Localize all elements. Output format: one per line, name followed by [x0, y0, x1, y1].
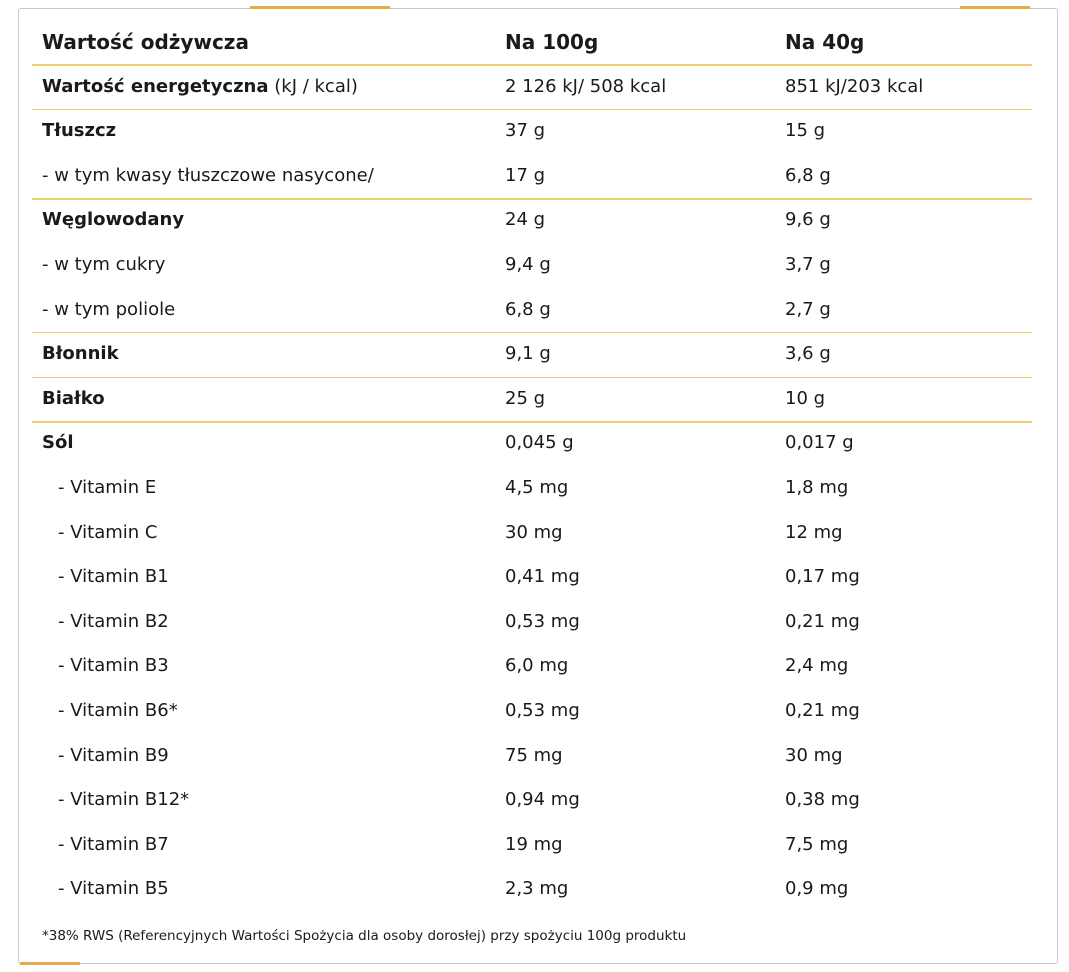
value-cell: 0,53 mg — [505, 610, 580, 632]
row-label: Węglowodany — [42, 208, 184, 232]
label-text: - Vitamin B12* — [58, 789, 190, 811]
value-cell: 24 g — [505, 209, 546, 231]
header-cell: Wartość odżywcza — [42, 30, 249, 54]
row-label: Białko — [42, 387, 105, 411]
row-label: - Vitamin B9 — [58, 744, 169, 768]
label-text: Białko — [42, 387, 105, 409]
unit-text: (kJ / kcal) — [274, 75, 358, 97]
footnote: *38% RWS (Referencyjnych Wartości Spożyc… — [42, 928, 687, 944]
label-text: - Vitamin B1 — [58, 566, 169, 588]
row-label: - Vitamin B7 — [58, 833, 169, 857]
value-cell: 6,8 g — [505, 298, 551, 320]
separator — [32, 421, 1032, 423]
value-cell: 851 kJ/203 kcal — [785, 75, 924, 97]
row-label: - Vitamin B1 — [58, 565, 169, 589]
value-cell: 3,6 g — [785, 343, 831, 365]
row-label: - Vitamin E — [58, 476, 156, 500]
label-text: - Vitamin B5 — [58, 878, 169, 900]
value-cell: 37 g — [505, 120, 546, 142]
row-label: - w tym poliole — [42, 298, 175, 322]
value-cell: 12 mg — [785, 521, 843, 543]
value-cell: 75 mg — [505, 744, 563, 766]
value-cell: 2 126 kJ/ 508 kcal — [505, 75, 667, 97]
header-cell: Na 100g — [505, 30, 599, 54]
value-cell: 0,94 mg — [505, 789, 580, 811]
label-text: - Vitamin B9 — [58, 744, 169, 766]
row-label: - Vitamin B6* — [58, 699, 178, 723]
label-text: Błonnik — [42, 343, 119, 365]
value-cell: 0,38 mg — [785, 789, 860, 811]
row-label: Tłuszcz — [42, 119, 116, 143]
value-cell: 10 g — [785, 387, 826, 409]
label-text: Sól — [42, 432, 74, 454]
value-cell: 2,7 g — [785, 298, 831, 320]
row-label: Sól — [42, 431, 74, 455]
row-label: - Vitamin C — [58, 521, 157, 545]
value-cell: 0,017 g — [785, 432, 854, 454]
value-cell: 2,4 mg — [785, 655, 849, 677]
row-label: - Vitamin B5 — [58, 877, 169, 901]
value-cell: 30 mg — [505, 521, 563, 543]
value-cell: 9,4 g — [505, 254, 551, 275]
label-text: - Vitamin B2 — [58, 610, 169, 632]
label-text: - w tym poliole — [42, 298, 176, 320]
label-text: - Vitamin C — [58, 521, 158, 543]
label-text: - Vitamin E — [58, 477, 157, 498]
row-label: - Vitamin B12* — [58, 788, 189, 812]
row-label: Błonnik — [42, 342, 119, 366]
value-cell: 0,53 mg — [505, 700, 580, 721]
value-cell: 9,1 g — [505, 343, 551, 365]
label-text: Wartość energetyczna — [42, 75, 269, 97]
value-cell: 30 mg — [785, 744, 843, 766]
value-cell: 4,5 mg — [505, 477, 569, 498]
value-cell: 0,045 g — [505, 432, 574, 454]
label-text: - Vitamin B3 — [58, 655, 169, 677]
value-cell: 15 g — [785, 120, 826, 142]
separator — [32, 198, 1032, 200]
value-cell: 17 g — [505, 164, 546, 186]
accent — [20, 962, 80, 965]
value-cell: 7,5 mg — [785, 833, 849, 855]
separator — [32, 108, 1032, 111]
value-cell: 19 mg — [505, 833, 563, 855]
row-label: - Vitamin B3 — [58, 654, 169, 678]
value-cell: 0,21 mg — [785, 610, 860, 632]
label-text: Tłuszcz — [42, 120, 117, 142]
label-text: - Vitamin B6* — [58, 700, 178, 721]
separator — [32, 331, 1032, 334]
label-text: - Vitamin B7 — [58, 833, 169, 855]
separator — [32, 376, 1032, 378]
separator — [32, 64, 1032, 66]
value-cell: 0,21 mg — [785, 700, 860, 721]
row-label: - w tym cukry — [42, 253, 165, 277]
row-label: Wartość energetyczna (kJ / kcal) — [42, 75, 358, 99]
label-text: - w tym cukry — [42, 254, 166, 275]
accent — [960, 6, 1030, 9]
row-label: - Vitamin B2 — [58, 610, 169, 634]
row-label: - w tym kwasy tłuszczowe nasycone/ — [42, 164, 374, 188]
accent — [250, 6, 390, 9]
value-cell: 9,6 g — [785, 209, 831, 231]
label-text: - w tym kwasy tłuszczowe nasycone/ — [42, 164, 374, 186]
value-cell: 0,17 mg — [785, 566, 860, 588]
value-cell: 0,9 mg — [785, 878, 849, 900]
value-cell: 25 g — [505, 387, 546, 409]
header-cell: Na 40g — [785, 30, 865, 54]
value-cell: 3,7 g — [785, 254, 831, 275]
value-cell: 0,41 mg — [505, 566, 580, 588]
value-cell: 1,8 mg — [785, 477, 849, 498]
card — [18, 8, 1058, 964]
value-cell: 2,3 mg — [505, 878, 569, 900]
value-cell: 6,8 g — [785, 164, 831, 186]
value-cell: 6,0 mg — [505, 655, 569, 677]
label-text: Węglowodany — [42, 209, 185, 231]
